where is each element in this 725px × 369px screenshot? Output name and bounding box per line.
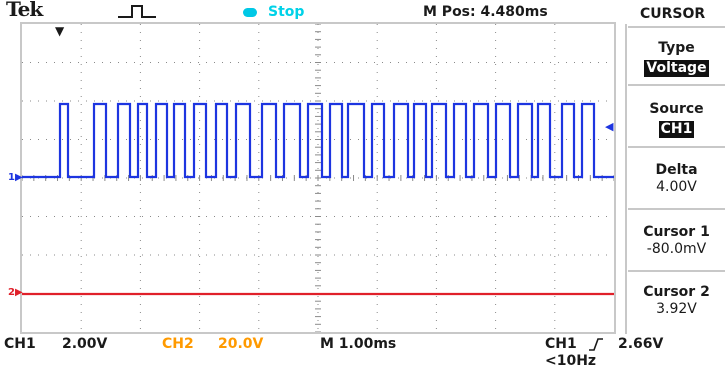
ch1-scale: 2.00V [62,336,108,352]
side-menu-title: CURSOR [640,6,706,22]
cursor-delta-readout: Delta 4.00V [628,162,725,196]
top-status-bar: Tek Stop M Pos: 4.480ms [0,0,725,22]
brand-logo: Tek [6,0,43,21]
menu-divider [628,146,725,148]
trigger-source: CH1 [545,336,577,352]
waveform-display[interactable] [20,22,616,334]
rising-edge-icon [589,338,603,351]
cursor-source-label: Source [649,101,704,117]
cursor-2-label: Cursor 2 [643,284,710,300]
run-status: Stop [268,4,305,20]
menu-divider [628,26,725,28]
panel-divider [625,24,627,334]
menu-divider [628,84,725,86]
cursor-source-button[interactable]: Source CH1 [628,101,725,138]
cursor-source-value: CH1 [658,121,695,138]
cursor-side-menu: CURSOR Type Voltage Source CH1 Delta 4.0… [628,0,725,368]
ch1-ground-marker: 1▶ [8,172,23,183]
bottom-status-bar: CH1 2.00V CH2 20.0V M 1.00ms CH1 2.66V <… [0,334,725,369]
horizontal-position-readout: M Pos: 4.480ms [423,4,548,20]
trigger-pulse-icon [118,5,156,18]
run-status-indicator [243,8,257,17]
cursor-delta-value: 4.00V [656,179,697,195]
trigger-level-marker: ◀ [605,120,614,133]
ch2-label: CH2 [162,336,194,352]
ch2-ground-marker: 2▶ [8,287,23,298]
cursor-1-button[interactable]: Cursor 1 -80.0mV [628,224,725,258]
waveform-canvas [22,24,614,332]
cursor-1-label: Cursor 1 [643,224,710,240]
ch1-trace [22,102,614,179]
ch1-label: CH1 [4,336,36,352]
ch2-scale: 20.0V [218,336,264,352]
menu-divider [628,270,725,272]
cursor-delta-label: Delta [655,162,698,178]
timebase-readout: M 1.00ms [320,336,397,352]
cursor-type-value: Voltage [644,60,709,77]
trigger-frequency: <10Hz [545,353,597,369]
cursor-type-label: Type [658,40,695,56]
ch1-marker-label: 1 [8,172,15,183]
menu-divider [628,208,725,210]
trigger-position-marker: ▼ [55,24,65,38]
cursor-2-button[interactable]: Cursor 2 3.92V [628,284,725,318]
ch2-marker-label: 2 [8,287,15,298]
cursor-1-value: -80.0mV [646,241,707,257]
cursor-2-value: 3.92V [656,301,697,317]
trigger-level: 2.66V [618,336,664,352]
cursor-type-button[interactable]: Type Voltage [628,40,725,77]
